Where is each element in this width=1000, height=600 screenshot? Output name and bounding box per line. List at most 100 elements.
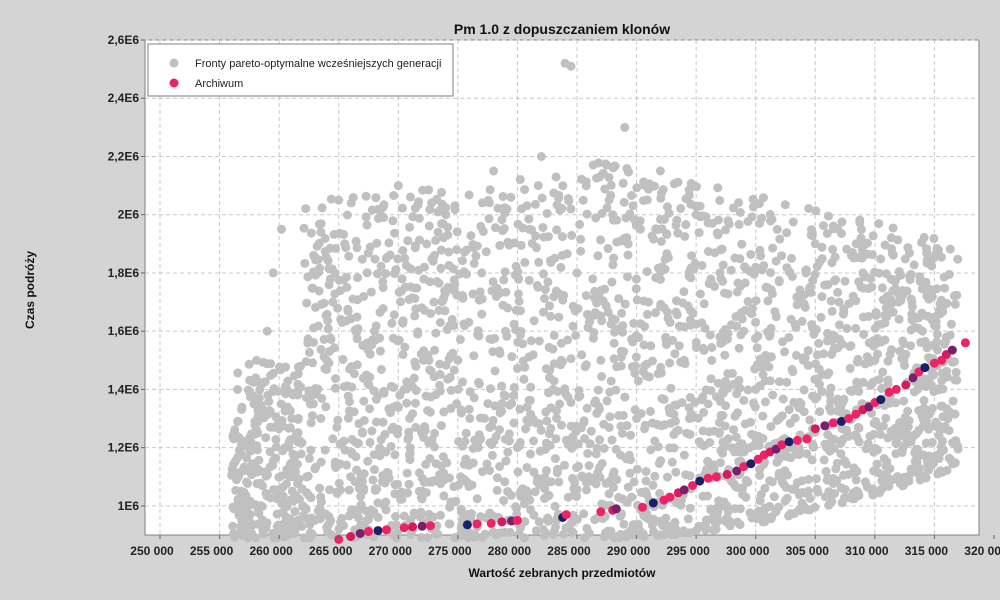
data-point-history	[630, 368, 640, 378]
data-point-history	[948, 438, 958, 448]
data-point-history	[698, 491, 708, 501]
data-point-history	[799, 299, 809, 309]
data-point-history	[818, 370, 827, 379]
data-point-history	[262, 326, 272, 336]
data-point-archive	[638, 502, 647, 512]
data-point-history	[494, 346, 504, 356]
data-point-history	[895, 291, 905, 301]
data-point-history	[780, 200, 790, 210]
data-point-history	[340, 445, 350, 455]
data-point-history	[628, 201, 638, 211]
data-point-history	[336, 517, 346, 527]
data-point-history	[522, 402, 532, 412]
data-point-archive	[784, 437, 794, 447]
data-point-archive	[399, 523, 409, 533]
data-point-history	[313, 255, 323, 265]
data-point-history	[551, 286, 561, 296]
data-point-history	[516, 240, 526, 250]
data-point-history	[674, 321, 684, 331]
data-point-history	[497, 399, 507, 408]
data-point-history	[666, 383, 676, 393]
x-tick-label: 300 000	[726, 544, 770, 558]
data-point-history	[788, 367, 798, 377]
data-point-history	[522, 201, 532, 211]
data-point-history	[611, 444, 621, 454]
data-point-history	[558, 181, 568, 191]
data-point-history	[390, 228, 400, 238]
data-point-history	[371, 193, 381, 203]
data-point-history	[672, 400, 681, 410]
data-point-history	[356, 476, 366, 486]
data-point-history	[274, 472, 284, 482]
data-point-history	[772, 224, 782, 234]
data-point-history	[477, 309, 487, 319]
data-point-history	[685, 429, 695, 439]
data-point-archive	[810, 424, 820, 434]
data-point-history	[421, 459, 431, 469]
data-point-history	[403, 236, 413, 246]
data-point-history	[695, 201, 705, 211]
data-point-history	[678, 298, 688, 308]
x-axis-ticks: 250 000 255 000 260 000 265 000 270 000 275 0…	[130, 535, 1000, 558]
data-point-history	[347, 382, 357, 392]
data-point-history	[316, 414, 326, 423]
data-point-history	[404, 295, 414, 304]
data-point-history	[551, 172, 561, 182]
data-point-history	[271, 442, 281, 452]
data-point-history	[718, 437, 728, 447]
data-point-history	[837, 217, 847, 227]
data-point-history	[514, 296, 524, 306]
data-point-history	[488, 347, 498, 357]
chart-title: Pm 1.0 z dopuszczaniem klonów	[454, 21, 670, 37]
data-point-history	[827, 306, 837, 316]
data-point-history	[742, 476, 752, 486]
data-point-history	[852, 466, 862, 476]
data-point-history	[444, 519, 454, 529]
data-point-history	[794, 293, 804, 302]
data-point-history	[522, 463, 532, 472]
data-point-history	[497, 381, 507, 391]
data-point-history	[435, 318, 445, 327]
data-point-history	[935, 448, 945, 458]
data-point-history	[580, 362, 590, 372]
data-point-history	[747, 212, 757, 222]
data-point-history	[266, 371, 276, 380]
data-point-history	[531, 526, 541, 536]
data-point-history	[919, 232, 929, 242]
data-point-history	[853, 354, 863, 364]
data-point-history	[825, 492, 835, 502]
data-point-history	[911, 444, 921, 454]
data-point-history	[438, 219, 448, 229]
data-point-history	[577, 471, 587, 481]
data-point-history	[515, 175, 525, 184]
data-point-history	[588, 274, 598, 284]
data-point-history	[432, 521, 442, 531]
data-point-history	[227, 464, 237, 474]
data-point-history	[557, 232, 567, 242]
data-point-history	[831, 275, 840, 285]
data-point-history	[698, 392, 708, 402]
data-point-history	[898, 336, 908, 346]
data-point-history	[766, 422, 776, 432]
data-point-history	[468, 444, 478, 453]
data-point-history	[746, 417, 755, 427]
data-point-history	[264, 397, 274, 406]
data-point-history	[404, 479, 414, 489]
data-point-history	[909, 260, 919, 270]
data-point-archive	[884, 387, 894, 397]
data-point-history	[572, 439, 582, 449]
data-point-history	[608, 260, 618, 270]
data-point-history	[933, 245, 943, 255]
data-point-history	[315, 219, 324, 229]
data-point-history	[351, 236, 361, 246]
data-point-history	[550, 454, 560, 464]
data-point-history	[483, 399, 493, 409]
data-point-history	[449, 365, 459, 375]
data-point-history	[468, 458, 478, 468]
data-point-history	[527, 225, 537, 235]
data-point-history	[732, 446, 742, 456]
data-point-history	[550, 501, 560, 511]
data-point-history	[834, 297, 844, 307]
x-tick-label: 305 000	[786, 544, 830, 558]
data-point-history	[641, 467, 651, 476]
